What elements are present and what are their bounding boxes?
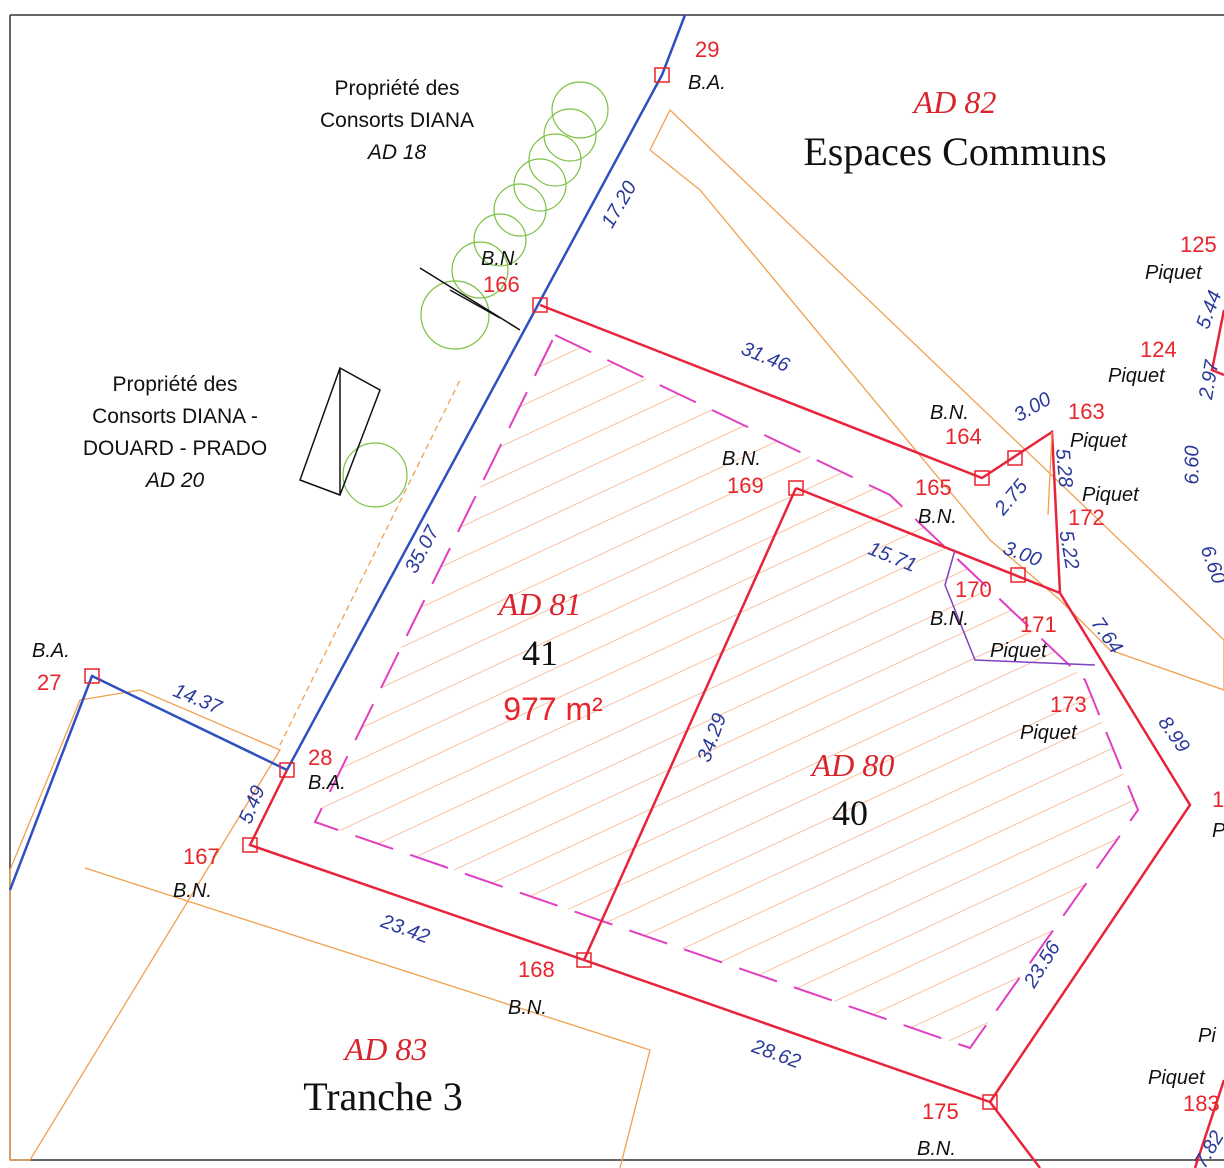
parcel-labels: AD 82 Espaces Communs AD 81 41 977 m² AD… bbox=[303, 84, 1106, 1119]
point-type: B.N. bbox=[173, 880, 212, 902]
trees bbox=[342, 81, 609, 508]
distance: 7.82 bbox=[1190, 1127, 1224, 1168]
distance: 5.28 bbox=[1051, 448, 1076, 489]
boundaries bbox=[8, 14, 1224, 1168]
point-type: Piquet bbox=[1148, 1067, 1206, 1089]
neighbour-line: Propriété des bbox=[113, 373, 238, 396]
neighbour-line: Consorts DIANA - bbox=[92, 405, 258, 428]
point-type: B.N. bbox=[481, 248, 520, 270]
point-number: 166 bbox=[483, 272, 520, 297]
point-number: 1 bbox=[1212, 787, 1224, 812]
parcel-id: AD 83 bbox=[343, 1031, 428, 1067]
point-number: 173 bbox=[1050, 692, 1087, 717]
neighbour-labels: Propriété des Consorts DIANA AD 18 Propr… bbox=[83, 77, 474, 492]
parcel-name: Tranche 3 bbox=[303, 1074, 463, 1119]
distance: 23.42 bbox=[377, 910, 433, 948]
point-number: 183 bbox=[1183, 1091, 1220, 1116]
parcel-id: AD 82 bbox=[912, 84, 997, 120]
distance: 6.60 bbox=[1196, 543, 1224, 587]
point-type: Piquet bbox=[1070, 430, 1128, 452]
point-markers bbox=[84, 67, 1026, 1110]
common-area-strip bbox=[9, 108, 1224, 1168]
point-number: 169 bbox=[727, 473, 764, 498]
point-number: 167 bbox=[183, 844, 220, 869]
point-number: 172 bbox=[1068, 505, 1105, 530]
distance: 8.99 bbox=[1153, 712, 1193, 757]
distance: 28.62 bbox=[748, 1035, 804, 1073]
distance: 5.44 bbox=[1192, 288, 1224, 332]
point-number: 170 bbox=[955, 577, 992, 602]
point-number: 164 bbox=[945, 424, 982, 449]
point-number: 171 bbox=[1020, 612, 1057, 637]
distance: 14.37 bbox=[170, 680, 225, 719]
neighbour-line: DOUARD - PRADO bbox=[83, 437, 267, 460]
point-type: B.N. bbox=[722, 448, 761, 470]
point-type: Piquet bbox=[990, 640, 1048, 662]
point-labels: 29B.A.125Piquet124Piquet166B.N.163Piquet… bbox=[32, 37, 1224, 1160]
point-type: B.N. bbox=[508, 997, 547, 1019]
parcel-id: AD 80 bbox=[810, 747, 895, 783]
point-number: 125 bbox=[1180, 232, 1217, 257]
point-type: B.A. bbox=[688, 72, 726, 94]
point-type: B.N. bbox=[918, 506, 957, 528]
neighbour-line: Propriété des bbox=[335, 77, 460, 100]
parcel-name: Espaces Communs bbox=[803, 129, 1106, 174]
point-type: Pi bbox=[1198, 1025, 1216, 1047]
point-number: 29 bbox=[695, 37, 719, 62]
point-number: 165 bbox=[915, 475, 952, 500]
distance: 3.00 bbox=[1010, 388, 1055, 427]
point-number: 168 bbox=[518, 957, 555, 982]
point-type: B.A. bbox=[32, 640, 70, 662]
distance: 3.00 bbox=[1000, 537, 1044, 571]
neighbour-id: AD 20 bbox=[144, 469, 205, 492]
point-number: 28 bbox=[308, 745, 332, 770]
distance: 5.49 bbox=[235, 783, 270, 827]
neighbour-id: AD 18 bbox=[366, 141, 427, 164]
parcel-area: 977 m² bbox=[503, 691, 603, 727]
point-number: 163 bbox=[1068, 399, 1105, 424]
point-type: Piquet bbox=[1082, 484, 1140, 506]
point-type: B.N. bbox=[930, 608, 969, 630]
distance: 2.97 bbox=[1195, 358, 1224, 402]
point-type: Piquet bbox=[1020, 722, 1078, 744]
symbols bbox=[299, 267, 521, 496]
point-number: 27 bbox=[37, 670, 61, 695]
parcel-id: AD 81 bbox=[497, 586, 582, 622]
point-type: Piquet bbox=[1108, 365, 1166, 387]
distance: 2.75 bbox=[990, 475, 1033, 520]
point-type: Piquet bbox=[1145, 262, 1203, 284]
parcel-number: 40 bbox=[832, 793, 868, 833]
distance: 31.46 bbox=[738, 338, 793, 377]
point-type: B.A. bbox=[308, 772, 346, 794]
point-type: P bbox=[1212, 820, 1224, 842]
neighbour-line: Consorts DIANA bbox=[320, 109, 474, 132]
hatched-building-zone bbox=[313, 333, 1140, 1050]
point-number: 175 bbox=[922, 1099, 959, 1124]
point-number: 124 bbox=[1140, 337, 1177, 362]
point-type: B.N. bbox=[930, 402, 969, 424]
point-type: B.N. bbox=[917, 1138, 956, 1160]
distance: 6.60 bbox=[1181, 446, 1203, 485]
distance: 17.20 bbox=[597, 177, 641, 231]
parcel-number: 41 bbox=[522, 633, 558, 673]
distance: 7.64 bbox=[1086, 613, 1126, 658]
